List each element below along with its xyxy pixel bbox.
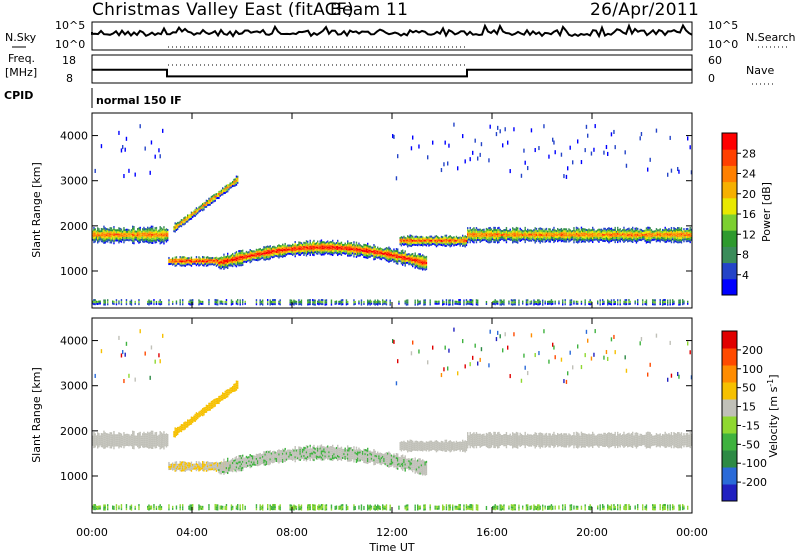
frequency-series [92,68,692,78]
nsearch-tick-high: 10^5 [708,19,738,32]
nave-tick-low: 0 [708,72,715,85]
x-tick-label: 08:00 [276,526,308,539]
colorbar-swatch [722,433,737,451]
colorbar-swatch [722,416,737,434]
colorbar-tick-label: -200 [742,476,767,489]
colorbar-tick-label: 15 [742,401,756,414]
nsky-tick-low: 10^0 [55,38,85,51]
freq-tick-high: 18 [62,54,76,67]
freq-unit: [MHz] [5,66,37,79]
colorbar-tick-label: 50 [742,382,756,395]
plot-title: Christmas Valley East (fitACF) [92,0,354,20]
velocity-colorbar-label: Velocity [m s-1] [766,374,780,457]
colorbar-swatch [722,197,737,215]
y-tick-label: 2000 [60,425,88,438]
freq-panel: Freq. [MHz] 18 8 60 0 Nave [5,52,774,85]
colorbar-tick-label: 24 [742,168,756,181]
x-tick-label: 04:00 [176,526,208,539]
colorbar-swatch [722,133,737,150]
date-label: 26/Apr/2011 [590,0,699,20]
x-tick-label: 00:00 [676,526,708,539]
colorbar-tick-label: 12 [742,228,756,241]
colorbar-swatch [722,399,737,417]
time-x-axis: 00:00 04:00 08:00 12:00 16:00 20:00 00:00 [76,113,708,539]
nave-tick-high: 60 [708,54,722,67]
nave-label: Nave [746,64,774,77]
power-colorbar: 28 24 20 16 12 8 4 Power [dB] [721,132,773,296]
x-axis-label: Time UT [368,541,414,554]
y-tick-label: 1000 [60,265,88,278]
power-panel: 1000 2000 3000 4000 Slant Range [km] [30,112,693,309]
nsearch-label: N.Search [746,31,796,44]
colorbar-swatch [722,262,737,280]
colorbar-swatch [722,246,737,264]
colorbar-swatch [722,165,737,183]
beam-label: Beam 11 [330,0,408,20]
power-ylabel: Slant Range [km] [30,162,43,258]
colorbar-swatch [722,382,737,400]
y-tick-label: 4000 [60,130,88,143]
y-tick-label: 2000 [60,220,88,233]
colorbar-tick-label: 8 [742,249,749,262]
colorbar-tick-label: 16 [742,208,756,221]
colorbar-swatch [722,450,737,468]
colorbar-tick-label: -100 [742,457,767,470]
power-y-axis: 1000 2000 3000 4000 [60,130,692,278]
velocity-panel: 1000 2000 3000 4000 Slant Range [km] [30,317,693,514]
colorbar-tick-label: 200 [742,344,763,357]
velocity-y-axis: 1000 2000 3000 4000 [60,335,692,483]
y-tick-label: 3000 [60,175,88,188]
colorbar-swatch [722,214,737,231]
y-tick-label: 1000 [60,470,88,483]
colorbar-tick-label: 100 [742,363,763,376]
freq-label: Freq. [8,52,35,65]
x-tick-label: 16:00 [476,526,508,539]
power-data-cells [92,122,693,306]
cpid-value: normal 150 IF [96,94,182,107]
nsky-series [91,23,693,39]
freq-tick-low: 8 [66,72,73,85]
colorbar-swatch [722,365,737,383]
nsky-tick-high: 10^5 [55,19,85,32]
colorbar-swatch [722,331,737,349]
colorbar-swatch [722,230,737,247]
nsky-label: N.Sky [5,31,37,44]
velocity-colorbar: 200 100 50 15 -15 -50 -100 -200 Velocity [m s-1… [721,330,780,502]
colorbar-swatch [722,484,737,502]
x-tick-label: 00:00 [76,526,108,539]
velocity-ylabel: Slant Range [km] [30,367,43,463]
power-colorbar-label: Power [dB] [760,182,773,242]
x-tick-label: 20:00 [576,526,608,539]
colorbar-tick-label: 4 [742,269,749,282]
colorbar-tick-label: -50 [742,438,760,451]
cpid-label: CPID [4,89,33,102]
y-tick-label: 4000 [60,335,88,348]
velocity-data-cells [92,327,693,511]
colorbar-swatch [722,467,737,485]
y-tick-label: 3000 [60,380,88,393]
nsearch-tick-low: 10^0 [708,38,738,51]
colorbar-swatch [722,278,737,296]
colorbar-swatch [722,348,737,366]
colorbar-swatch [722,149,737,166]
colorbar-tick-label: 20 [742,188,756,201]
colorbar-tick-label: 28 [742,147,756,160]
nsky-panel: N.Sky 10^5 10^0 10^5 10^0 N.Search [5,19,796,51]
x-tick-label: 12:00 [376,526,408,539]
colorbar-tick-label: -15 [742,419,760,432]
colorbar-swatch [722,181,737,199]
